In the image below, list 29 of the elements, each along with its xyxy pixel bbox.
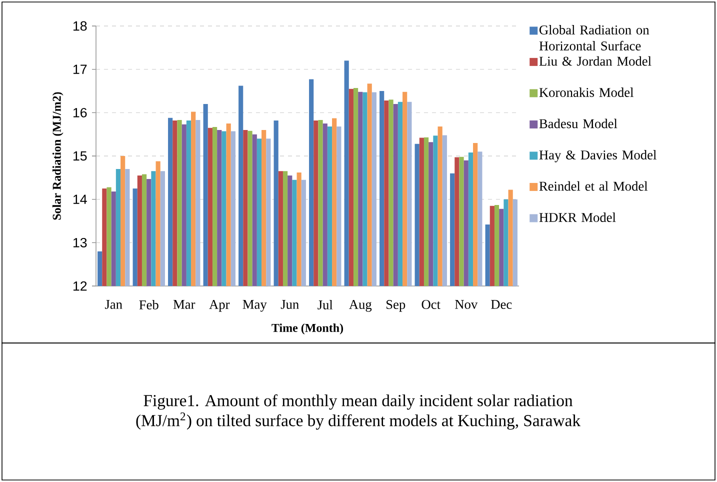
x-tick-label: Apr bbox=[209, 300, 230, 312]
x-tick-label: Jan bbox=[105, 300, 122, 309]
legend-label: Liu & Jordan Model bbox=[539, 56, 652, 66]
x-tick-label: Jun bbox=[280, 300, 299, 309]
x-tick-label: Aug bbox=[349, 300, 372, 312]
x-tick-label: Sep bbox=[386, 300, 406, 312]
x-tick-label: Oct bbox=[422, 300, 440, 309]
y-tick-label: 14 bbox=[73, 194, 87, 204]
legend-label: Hay & Davies Model bbox=[539, 150, 656, 162]
y-tick-label: 12 bbox=[73, 281, 87, 291]
legend-label: Badesu Model bbox=[539, 118, 618, 128]
legend-label: HDKR Model bbox=[539, 212, 616, 222]
x-tick-label: Mar bbox=[173, 300, 196, 309]
x-tick-label: Jul bbox=[318, 300, 333, 310]
y-tick-label: 16 bbox=[73, 108, 87, 118]
y-axis-title: Solar Radiation (MJ/m2) bbox=[52, 92, 64, 220]
caption: Figure1. Amount of monthly mean daily incident solar radiation (MJ/m$^{2}$) on tilted surface by different models at Kuching, Sarawak bbox=[136, 394, 581, 430]
y-tick-label: 15 bbox=[73, 151, 87, 161]
legend-label: Global Radiation on Horizontal Surface bbox=[539, 25, 650, 50]
y-tick-label: 17 bbox=[73, 64, 87, 74]
y-tick-label: 13 bbox=[73, 238, 87, 248]
x-tick-label: Dec bbox=[491, 300, 512, 309]
y-tick-label: 18 bbox=[73, 21, 87, 31]
x-tick-label: Feb bbox=[139, 300, 158, 310]
x-tick-label: Nov bbox=[455, 300, 478, 309]
legend-label: Reindel et al Model bbox=[539, 181, 648, 191]
legend-label: Koronakis Model bbox=[539, 88, 634, 97]
x-axis-title: Time (Month) bbox=[272, 324, 344, 334]
x-tick-label: May bbox=[242, 300, 267, 312]
